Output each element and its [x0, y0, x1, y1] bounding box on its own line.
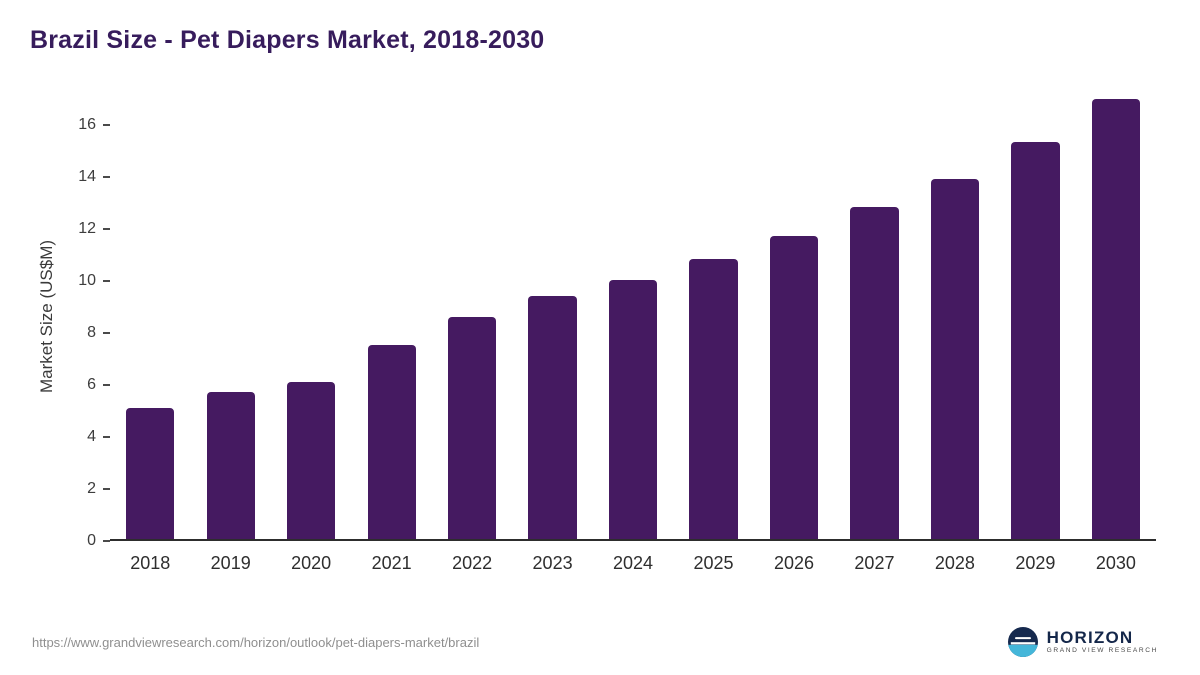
x-label-2025: 2025	[693, 553, 734, 573]
x-label-2030: 2030	[1095, 553, 1136, 573]
logo-subtitle: GRAND VIEW RESEARCH	[1046, 647, 1158, 655]
logo-name: HORIZON	[1046, 627, 1134, 647]
y-tick-mark	[103, 331, 110, 334]
source-url: https://www.grandviewresearch.com/horizo…	[32, 634, 480, 650]
bar-2019	[206, 392, 255, 539]
bar-slot-2020	[271, 91, 351, 539]
x-label-2029: 2029	[1015, 553, 1056, 573]
bar-2026	[769, 235, 819, 539]
x-label-2018: 2018	[130, 553, 171, 573]
plot-wrap: 2018 2019 2020 2021 2022 2023 2024 2025 2026 2027…	[110, 91, 1156, 574]
bar-slot-2021	[351, 91, 431, 539]
page-title: Brazil Size - Pet Diapers Market, 2018-2…	[30, 26, 545, 54]
bar-2028	[930, 178, 980, 539]
x-label-2026: 2026	[773, 553, 814, 573]
x-label-2021: 2021	[371, 553, 412, 573]
y-tick-label: 0	[87, 532, 96, 549]
y-tick-16: 16	[78, 116, 110, 134]
x-label-2024: 2024	[613, 553, 654, 573]
bar-2022	[447, 316, 497, 539]
y-tick-12: 12	[78, 220, 110, 238]
footer: https://www.grandviewresearch.com/horizo…	[30, 627, 1160, 661]
bar-slot-2029	[995, 91, 1075, 539]
bar-2030	[1091, 99, 1140, 539]
y-tick-mark	[103, 383, 110, 386]
bar-2018	[126, 407, 175, 539]
y-tick-4: 4	[87, 428, 110, 446]
bar-slot-2028	[915, 91, 995, 539]
x-label-2022: 2022	[452, 553, 493, 573]
chart: Market Size (US$M) 0 2 4 6 8 10 12 14 16 2018 201…	[30, 91, 1160, 574]
y-tick-0: 0	[87, 532, 110, 550]
plot-area	[110, 91, 1156, 541]
y-tick-14: 14	[78, 168, 110, 186]
bar-slot-2030	[1076, 91, 1156, 539]
y-tick-10: 10	[78, 272, 110, 290]
x-label-2028: 2028	[934, 553, 975, 573]
bar-slot-2023	[512, 91, 592, 539]
bar-2020	[287, 381, 336, 539]
y-axis-title: Market Size (US$M)	[37, 239, 56, 393]
y-tick-label: 6	[87, 375, 96, 393]
y-tick-mark	[103, 279, 110, 282]
y-tick-6: 6	[87, 376, 110, 394]
y-tick-mark	[103, 540, 110, 542]
y-tick-8: 8	[87, 324, 110, 342]
y-tick-label: 10	[78, 271, 96, 289]
x-label-2020: 2020	[291, 553, 332, 573]
bar-slot-2019	[190, 91, 270, 539]
y-tick-2: 2	[87, 480, 110, 498]
y-tick-mark	[103, 227, 110, 230]
bar-2027	[850, 207, 899, 539]
y-tick-label: 4	[87, 427, 96, 445]
bar-2029	[1011, 142, 1060, 539]
x-label-2023: 2023	[532, 553, 573, 573]
bar-slot-2024	[593, 91, 673, 539]
bar-slot-2018	[110, 91, 190, 539]
y-tick-label: 14	[78, 167, 96, 185]
bar-2023	[528, 295, 577, 539]
bar-slot-2027	[834, 91, 914, 539]
y-axis: 0 2 4 6 8 10 12 14 16	[64, 91, 110, 549]
y-tick-mark	[103, 175, 110, 178]
y-tick-label: 12	[78, 219, 96, 237]
x-label-2027: 2027	[854, 553, 895, 573]
y-tick-label: 2	[87, 479, 96, 497]
horizon-logo-icon	[1007, 627, 1038, 657]
x-axis-labels: 2018 2019 2020 2021 2022 2023 2024 2025 2026 2027…	[110, 553, 1156, 574]
y-tick-label: 8	[87, 323, 96, 341]
bar-2024	[608, 280, 658, 539]
x-label-2019: 2019	[210, 553, 251, 573]
y-tick-mark	[103, 435, 110, 438]
bar-slot-2026	[754, 91, 834, 539]
y-tick-mark	[103, 487, 110, 490]
y-tick-label: 16	[78, 115, 96, 133]
logo-text: HORIZON GRAND VIEW RESEARCH	[1046, 627, 1158, 656]
bar-slot-2025	[673, 91, 753, 539]
bar-2025	[689, 259, 738, 539]
bar-2021	[367, 345, 416, 539]
horizon-logo: HORIZON GRAND VIEW RESEARCH	[1007, 627, 1158, 657]
y-tick-mark	[103, 123, 110, 126]
bar-slot-2022	[432, 91, 512, 539]
